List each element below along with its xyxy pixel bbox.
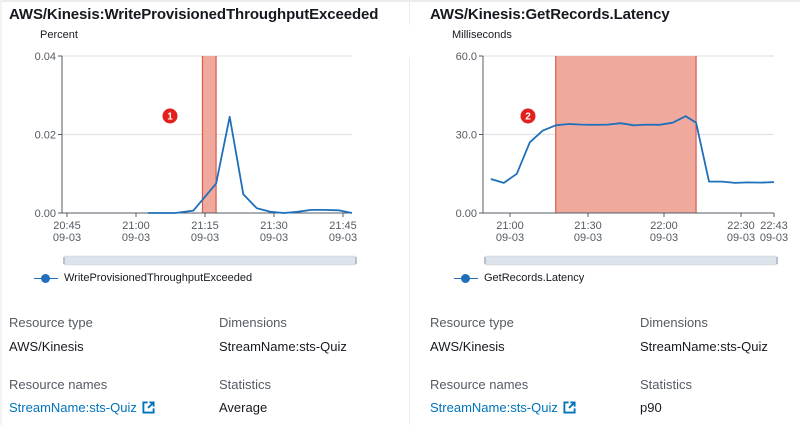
- resource-type-label-wrap: Resource type: [430, 315, 514, 330]
- resource-name-link-text: StreamName:sts-Quiz: [430, 400, 558, 415]
- statistics-label-wrap: Statistics: [219, 377, 271, 392]
- legend-label: WriteProvisionedThroughputExceeded: [64, 272, 253, 284]
- badge-number: 2: [525, 112, 531, 123]
- resource-names-label: Resource names: [9, 377, 108, 392]
- resource-type-label: Resource type: [9, 315, 93, 330]
- x-tick-time: 21:00: [122, 220, 150, 232]
- series-line[interactable]: [148, 115, 353, 214]
- y-tick-label: 0.00: [35, 208, 56, 220]
- x-tick-date: 09-03: [574, 232, 602, 244]
- x-tick-time: 21:15: [191, 220, 219, 232]
- resource-names-value-wrap: StreamName:sts-Quiz: [430, 400, 576, 415]
- x-tick-time: 20:45: [53, 220, 81, 232]
- dimensions-label-wrap: Dimensions: [640, 315, 708, 330]
- left-border: [0, 0, 2, 425]
- highlight-band[interactable]: [555, 56, 697, 213]
- metric-panel-getrecords-latency: AWS/Kinesis:GetRecords.Latency Milliseco…: [400, 0, 800, 425]
- x-tick-date: 09-03: [122, 232, 150, 244]
- resource-type-field: Resource type: [9, 315, 93, 330]
- x-tick-time: 21:00: [496, 220, 524, 232]
- y-tick-label: 0.04: [35, 51, 56, 63]
- statistics-value-wrap: Average: [219, 400, 267, 415]
- resource-name-link[interactable]: StreamName:sts-Quiz: [9, 400, 155, 415]
- x-tick-date: 09-03: [53, 232, 81, 244]
- navigator-track: [484, 255, 778, 266]
- dimensions-value-wrap: StreamName:sts-Quiz: [640, 339, 768, 354]
- panel-title: AWS/Kinesis:GetRecords.Latency: [430, 6, 670, 23]
- y-axis-unit: Milliseconds: [452, 29, 512, 41]
- navigator-handle-left[interactable]: [63, 257, 65, 264]
- resource-type-label: Resource type: [430, 315, 514, 330]
- x-tick-time: 22:43: [760, 220, 788, 232]
- y-tick-label: 60.0: [456, 51, 477, 63]
- dimensions-label: Dimensions: [640, 315, 708, 330]
- y-axis-unit: Percent: [40, 29, 78, 41]
- panel-title: AWS/Kinesis:WriteProvisionedThroughputEx…: [9, 6, 379, 23]
- dimensions-value-wrap: StreamName:sts-Quiz: [219, 339, 347, 354]
- statistics-value-wrap: p90: [640, 400, 662, 415]
- x-tick-time: 21:45: [329, 220, 357, 232]
- annotation-badge[interactable]: 1: [162, 108, 178, 124]
- statistics-label: Statistics: [219, 377, 272, 392]
- x-tick-date: 09-03: [260, 232, 288, 244]
- series-line[interactable]: [490, 115, 775, 184]
- x-tick-date: 09-03: [496, 232, 524, 244]
- x-tick-date: 09-03: [329, 232, 357, 244]
- legend-series-marker-icon: [454, 272, 478, 284]
- resource-names-label: Resource names: [430, 377, 529, 392]
- panel-divider: [409, 58, 410, 425]
- legend-series-marker-icon: [34, 272, 58, 284]
- annotation-badge[interactable]: 2: [520, 108, 536, 124]
- chart-legend[interactable]: GetRecords.Latency: [454, 272, 584, 284]
- legend-label: GetRecords.Latency: [484, 272, 585, 284]
- navigator-handle-left[interactable]: [484, 257, 486, 264]
- badge-number: 1: [167, 112, 173, 123]
- y-tick-label: 0.00: [456, 208, 477, 220]
- y-tick-label: 30.0: [456, 130, 477, 142]
- resource-type-value-wrap: AWS/Kinesis: [430, 339, 505, 354]
- x-tick-time: 22:00: [650, 220, 678, 232]
- resource-type-value: AWS/Kinesis: [430, 339, 505, 354]
- metric-panel-write-throughput: AWS/Kinesis:WriteProvisionedThroughputEx…: [0, 0, 400, 415]
- resource-names-label-wrap: Resource names: [430, 377, 528, 392]
- top-border: [0, 0, 800, 2]
- resource-name-link-text: StreamName:sts-Quiz: [9, 400, 137, 415]
- x-tick-date: 09-03: [727, 232, 755, 244]
- x-tick-time: 21:30: [574, 220, 602, 232]
- resource-type-value-wrap: AWS/Kinesis: [9, 339, 84, 354]
- badge-circle: [162, 108, 178, 124]
- dimensions-value: StreamName:sts-Quiz: [219, 339, 347, 354]
- statistics-label: Statistics: [640, 377, 693, 392]
- chart-legend[interactable]: WriteProvisionedThroughputExceeded: [34, 272, 252, 284]
- y-tick-label: 0.02: [35, 130, 56, 142]
- x-tick-date: 09-03: [760, 232, 788, 244]
- resource-type-value: AWS/Kinesis: [9, 339, 84, 354]
- time-range-navigator[interactable]: [484, 255, 778, 266]
- x-tick-date: 09-03: [650, 232, 678, 244]
- resource-names-label-wrap: Resource names: [9, 377, 107, 392]
- panel-divider-top: [409, 2, 410, 25]
- line-chart-getrecords-latency[interactable]: 0.0030.060.021:0009-0321:3009-0322:0009-…: [400, 0, 800, 270]
- x-tick-time: 22:30: [727, 220, 755, 232]
- x-tick-date: 09-03: [191, 232, 219, 244]
- navigator-track: [63, 255, 357, 266]
- statistics-value: Average: [219, 400, 268, 415]
- highlight-band[interactable]: [202, 56, 217, 213]
- external-link-icon: [142, 401, 155, 414]
- x-tick-time: 21:30: [260, 220, 288, 232]
- statistics-label-wrap: Statistics: [640, 377, 692, 392]
- resource-name-link[interactable]: StreamName:sts-Quiz: [430, 400, 576, 415]
- line-chart-write-throughput[interactable]: 0.000.020.0420:4509-0321:0009-0321:1509-…: [0, 0, 400, 270]
- badge-circle: [520, 108, 536, 124]
- dimensions-label: Dimensions: [219, 315, 287, 330]
- resource-names-value-wrap: StreamName:sts-Quiz: [9, 400, 155, 415]
- statistics-value: p90: [640, 400, 662, 415]
- dimensions-label-wrap: Dimensions: [219, 315, 287, 330]
- external-link-icon: [563, 401, 576, 414]
- navigator-handle-right[interactable]: [776, 257, 778, 264]
- dimensions-value: StreamName:sts-Quiz: [640, 339, 768, 354]
- time-range-navigator[interactable]: [63, 255, 357, 266]
- navigator-handle-right[interactable]: [355, 257, 357, 264]
